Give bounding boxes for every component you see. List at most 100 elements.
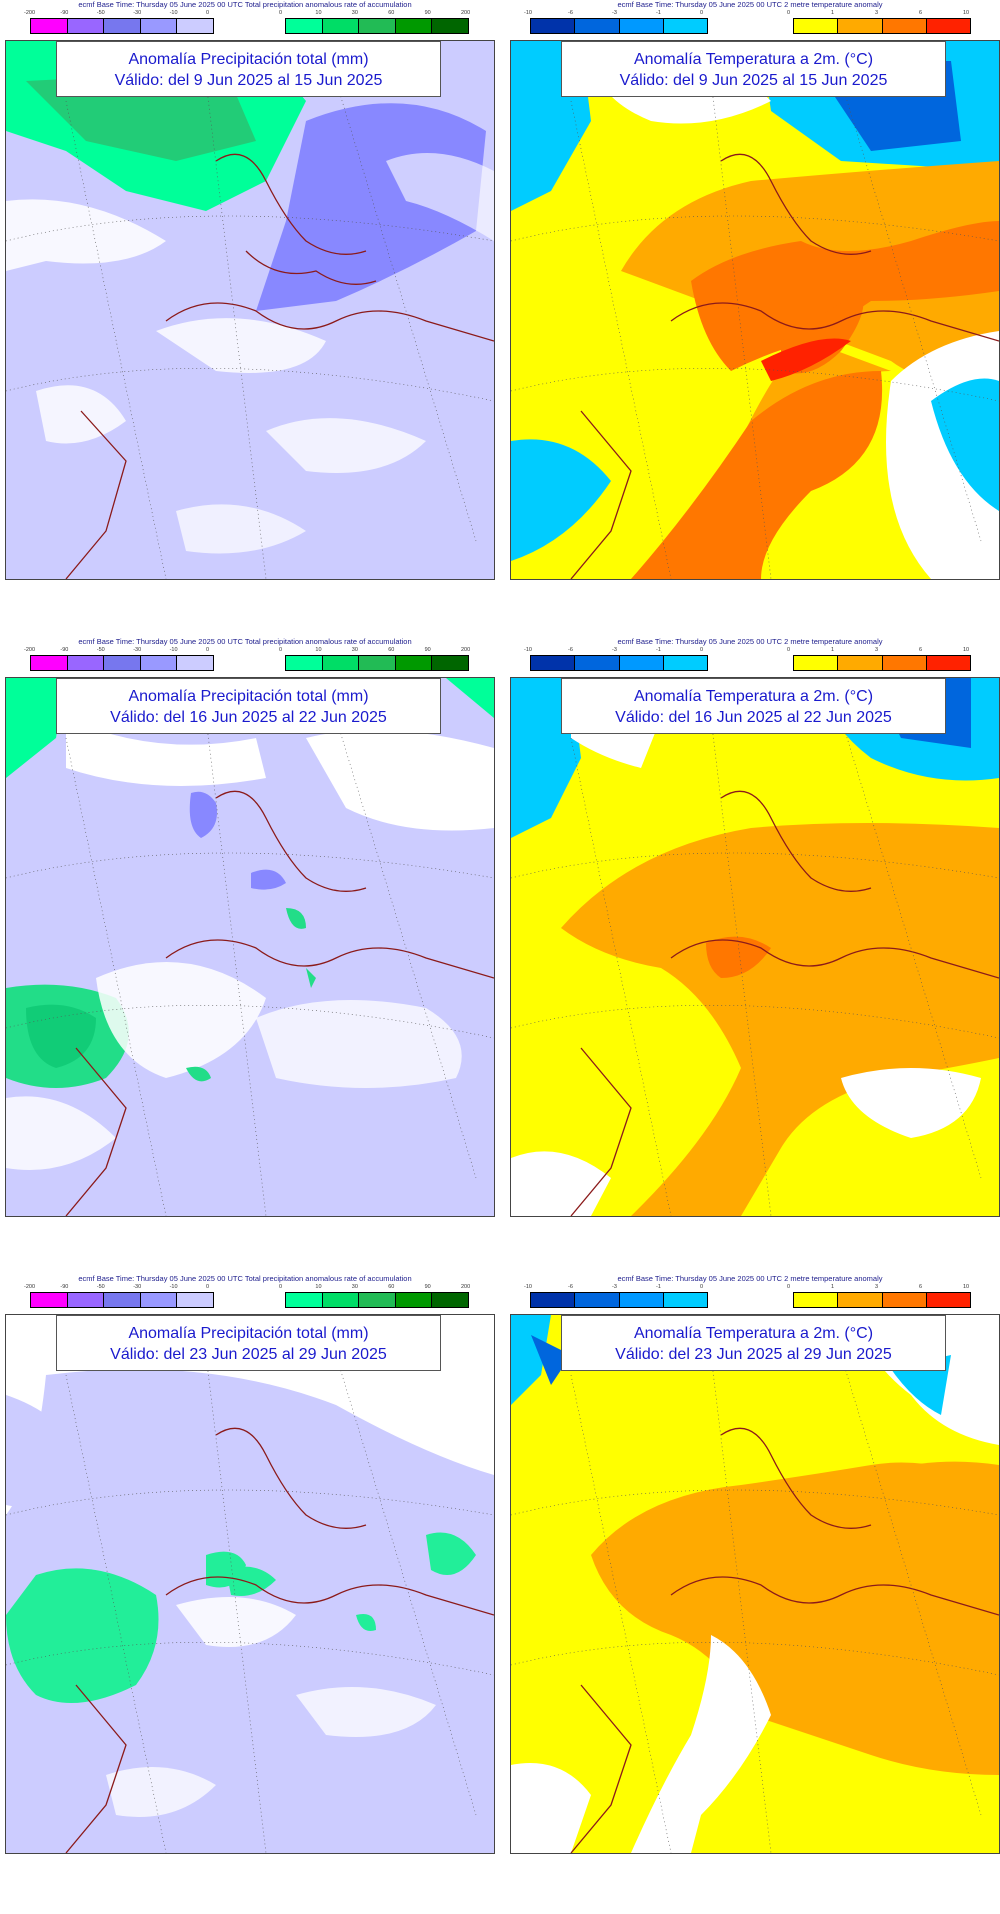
precip-wet-colorbar — [285, 1292, 469, 1308]
temp-scale-tick: -10 — [524, 10, 532, 16]
temp-header: ecmf Base Time: Thursday 05 June 2025 00… — [505, 0, 995, 36]
precip-scale-tick: -50 — [96, 647, 105, 653]
precip-scale-tick: 30 — [351, 647, 358, 653]
temp-map: Anomalía Temperatura a 2m. (°C) Válido: … — [510, 1314, 1000, 1854]
header-text: ecmf Base Time: Thursday 05 June 2025 00… — [617, 637, 883, 646]
map-valid-dates: Válido: del 16 Jun 2025 al 22 Jun 2025 — [615, 709, 892, 726]
temp-anomaly-field — [511, 678, 999, 1216]
map-title: Anomalía Temperatura a 2m. (°C) — [633, 1325, 874, 1342]
temp-panel-1: ecmf Base Time: Thursday 05 June 2025 00… — [505, 0, 1000, 620]
precip-panel-3: ecmf Base Time: Thursday 05 June 2025 00… — [0, 1274, 495, 1894]
temp-scale-tick: -1 — [656, 10, 661, 16]
temp-scale-tick: 6 — [919, 1284, 923, 1290]
precip-scale-tick: 60 — [388, 1284, 395, 1290]
precip-panel-2: ecmf Base Time: Thursday 05 June 2025 00… — [0, 637, 495, 1257]
temp-panel-2: ecmf Base Time: Thursday 05 June 2025 00… — [505, 637, 1000, 1257]
precip-dry-colorbar — [30, 655, 214, 671]
precip-scale-tick: 60 — [388, 10, 395, 16]
temp-scale-tick: 1 — [831, 647, 835, 653]
precip-scale-tick: 0 — [206, 647, 210, 653]
temp-cold-colorbar — [530, 18, 708, 34]
temp-map: Anomalía Temperatura a 2m. (°C) Válido: … — [510, 40, 1000, 580]
temp-scale-tick: 0 — [787, 10, 791, 16]
header-text: ecmf Base Time: Thursday 05 June 2025 00… — [78, 0, 412, 9]
map-valid-dates: Válido: del 16 Jun 2025 al 22 Jun 2025 — [110, 709, 387, 726]
precip-scale-tick: -30 — [133, 647, 142, 653]
map-title-box: Anomalía Precipitación total (mm) Válido… — [56, 41, 441, 97]
temp-cold-colorbar — [530, 1292, 708, 1308]
temp-anomaly-field — [511, 1315, 999, 1853]
map-title: Anomalía Precipitación total (mm) — [128, 1325, 369, 1342]
precip-header: ecmf Base Time: Thursday 05 June 2025 00… — [0, 637, 490, 673]
temp-scale-tick: 3 — [875, 647, 879, 653]
temp-scale-tick: 1 — [831, 1284, 835, 1290]
precip-scale-tick: -90 — [60, 647, 69, 653]
map-title-box: Anomalía Precipitación total (mm) Válido… — [56, 678, 441, 734]
map-title: Anomalía Temperatura a 2m. (°C) — [633, 51, 874, 68]
temp-scale-tick: 10 — [963, 10, 970, 16]
map-title-box: Anomalía Temperatura a 2m. (°C) Válido: … — [561, 41, 946, 97]
precip-scale-tick: -200 — [24, 1284, 36, 1290]
precip-scale-tick: -90 — [60, 10, 69, 16]
temp-scale-tick: 6 — [919, 647, 923, 653]
precip-scale-tick: 10 — [315, 647, 322, 653]
temp-scale-tick: -1 — [656, 647, 661, 653]
temp-scale-tick: -10 — [524, 1284, 532, 1290]
precip-panel-1: ecmf Base Time: Thursday 05 June 2025 00… — [0, 0, 495, 620]
temp-warm-colorbar — [793, 18, 971, 34]
temp-scale-tick: -3 — [612, 1284, 617, 1290]
temp-anomaly-field — [511, 41, 999, 579]
precip-wet-colorbar — [285, 655, 469, 671]
precip-scale-tick: 10 — [315, 1284, 322, 1290]
precip-scale-tick: -90 — [60, 1284, 69, 1290]
temp-scale-tick: 3 — [875, 10, 879, 16]
precip-scale-tick: 90 — [424, 10, 431, 16]
temp-scale-tick: 10 — [963, 1284, 970, 1290]
temp-cold-colorbar — [530, 655, 708, 671]
temp-scale-tick: 6 — [919, 10, 923, 16]
precip-scale-tick: 90 — [424, 647, 431, 653]
map-title: Anomalía Precipitación total (mm) — [128, 51, 369, 68]
temp-warm-colorbar — [793, 1292, 971, 1308]
temp-scale-tick: 0 — [700, 647, 704, 653]
temp-scale-tick: -6 — [568, 10, 573, 16]
precip-scale-tick: 0 — [279, 10, 283, 16]
precip-dry-colorbar — [30, 1292, 214, 1308]
precip-scale-tick: 90 — [424, 1284, 431, 1290]
map-title-box: Anomalía Temperatura a 2m. (°C) Válido: … — [561, 1315, 946, 1371]
map-title-box: Anomalía Temperatura a 2m. (°C) Válido: … — [561, 678, 946, 734]
precip-scale-tick: -30 — [133, 1284, 142, 1290]
precip-header: ecmf Base Time: Thursday 05 June 2025 00… — [0, 1274, 490, 1310]
precip-scale-tick: -50 — [96, 10, 105, 16]
precip-scale-tick: 0 — [279, 647, 283, 653]
precip-scale-tick: -30 — [133, 10, 142, 16]
temp-scale-tick: -6 — [568, 1284, 573, 1290]
temp-header: ecmf Base Time: Thursday 05 June 2025 00… — [505, 637, 995, 673]
temp-scale-tick: 0 — [787, 1284, 791, 1290]
precip-scale-tick: 200 — [461, 1284, 471, 1290]
precip-anomaly-field — [6, 678, 494, 1216]
temp-header: ecmf Base Time: Thursday 05 June 2025 00… — [505, 1274, 995, 1310]
temp-scale-tick: -10 — [524, 647, 532, 653]
temp-scale-tick: 10 — [963, 647, 970, 653]
precip-scale-tick: 0 — [206, 10, 210, 16]
precip-scale-tick: 0 — [279, 1284, 283, 1290]
temp-map: Anomalía Temperatura a 2m. (°C) Válido: … — [510, 677, 1000, 1217]
precip-scale-tick: 200 — [461, 647, 471, 653]
temp-scale-tick: 3 — [875, 1284, 879, 1290]
precip-anomaly-field — [6, 1315, 494, 1853]
temp-scale-tick: 1 — [831, 10, 835, 16]
map-valid-dates: Válido: del 23 Jun 2025 al 29 Jun 2025 — [615, 1346, 892, 1363]
temp-scale-tick: 0 — [700, 1284, 704, 1290]
precip-scale-tick: -200 — [24, 10, 36, 16]
map-title: Anomalía Precipitación total (mm) — [128, 688, 369, 705]
precip-scale-tick: 200 — [461, 10, 471, 16]
temp-scale-tick: -6 — [568, 647, 573, 653]
precip-scale-tick: -10 — [169, 647, 178, 653]
precip-scale-tick: 30 — [351, 1284, 358, 1290]
map-valid-dates: Válido: del 23 Jun 2025 al 29 Jun 2025 — [110, 1346, 387, 1363]
precip-scale-tick: -50 — [96, 1284, 105, 1290]
map-valid-dates: Válido: del 9 Jun 2025 al 15 Jun 2025 — [619, 72, 888, 89]
temp-scale-tick: -3 — [612, 647, 617, 653]
precip-header: ecmf Base Time: Thursday 05 June 2025 00… — [0, 0, 490, 36]
